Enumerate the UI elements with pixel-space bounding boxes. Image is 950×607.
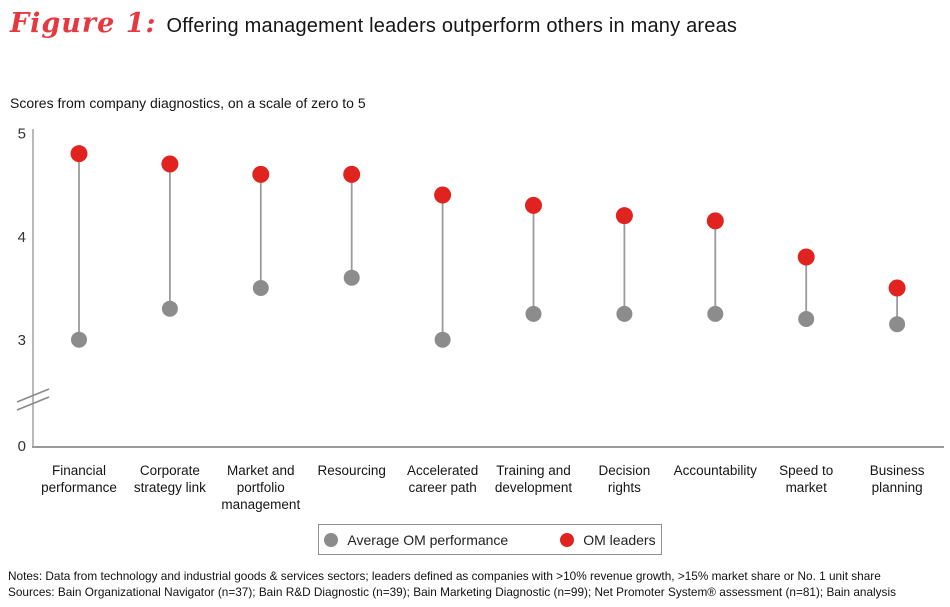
y-tick-label: 0 [18, 438, 26, 455]
average-om-dot-icon [324, 532, 339, 547]
chart-legend: Average OM performance OM leaders [318, 524, 662, 555]
om-leaders-dot [888, 279, 906, 297]
om-leaders-dot [706, 212, 724, 230]
average-om-dot [525, 305, 542, 322]
y-tick-label: 3 [18, 332, 26, 349]
om-leaders-dot-icon [560, 532, 575, 547]
category-label: Accelerated career path [407, 463, 478, 495]
legend-label-average: Average OM performance [347, 531, 509, 548]
legend-item-leaders: OM leaders [560, 531, 656, 548]
axis-break-mark [16, 388, 50, 403]
figure-header: Figure 1: Offering management leaders ou… [10, 8, 737, 39]
average-om-dot [707, 305, 724, 322]
axis-break-mark [16, 396, 50, 411]
y-tick-label: 4 [18, 229, 26, 246]
sources-line: Sources: Bain Organizational Navigator (… [8, 585, 896, 600]
category-label: Speed to market [779, 463, 833, 495]
category-label: Accountability [674, 463, 758, 478]
average-om-dot [889, 316, 906, 333]
om-leaders-dot [70, 145, 88, 163]
average-om-dot [434, 331, 451, 348]
figure-label: Figure 1: [10, 8, 157, 39]
category-label: Business planning [870, 463, 925, 495]
average-om-dot [616, 305, 633, 322]
average-om-dot [798, 311, 815, 328]
figure-notes: Notes: Data from technology and industri… [8, 568, 896, 601]
chart-subtitle: Scores from company diagnostics, on a sc… [10, 95, 366, 111]
category-label: Training and development [495, 463, 573, 495]
category-label: Corporate strategy link [134, 463, 206, 495]
legend-item-average: Average OM performance [324, 532, 508, 548]
category-label: Decision rights [599, 463, 651, 495]
figure-title: Offering management leaders outperform o… [166, 15, 738, 37]
om-leaders-dot [161, 155, 179, 173]
average-om-dot [71, 331, 87, 348]
notes-line: Notes: Data from technology and industri… [8, 569, 881, 583]
om-leaders-dot [525, 196, 542, 214]
category-label: Financial performance [41, 463, 117, 495]
average-om-dot [161, 300, 178, 317]
om-leaders-dot [797, 248, 815, 266]
om-leaders-dot [434, 186, 452, 204]
average-om-dot [252, 280, 269, 297]
om-leaders-dot [615, 207, 633, 225]
category-label: Resourcing [318, 463, 386, 478]
legend-label-leaders: OM leaders [583, 531, 656, 548]
om-leaders-dot [343, 165, 361, 183]
om-leaders-dot [252, 165, 270, 183]
category-label: Market and portfolio management [221, 463, 300, 512]
average-om-dot [343, 269, 360, 286]
y-tick-label: 5 [18, 126, 26, 143]
